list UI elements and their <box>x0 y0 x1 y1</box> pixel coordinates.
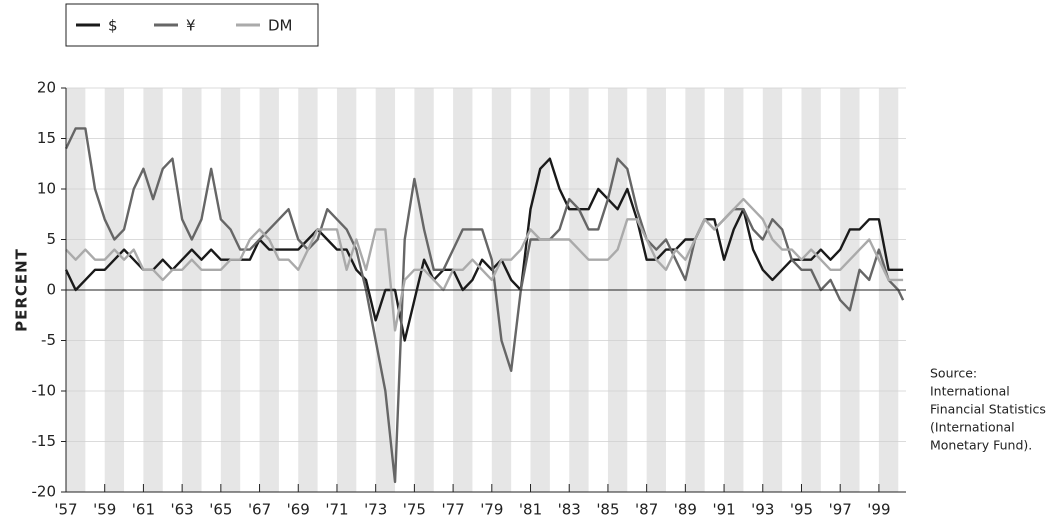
legend-label: DM <box>268 17 293 35</box>
lines <box>64 127 905 484</box>
x-tick-label: '67 <box>248 501 271 519</box>
x-tick-label: '71 <box>325 501 348 519</box>
x-tick-label: '83 <box>558 501 581 519</box>
y-tick-label: -5 <box>41 331 56 349</box>
x-tick-label: '73 <box>364 501 387 519</box>
x-tick-label: '61 <box>132 501 155 519</box>
x-tick-label: '97 <box>829 501 852 519</box>
source-note: International <box>930 384 1010 399</box>
legend-label: $ <box>108 17 118 35</box>
x-tick-label: '77 <box>441 501 464 519</box>
y-tick-label: 10 <box>37 180 56 198</box>
x-tick-label: '57 <box>54 501 77 519</box>
x-tick-label: '95 <box>790 501 813 519</box>
y-tick-label: 5 <box>46 230 56 248</box>
x-tick-label: '65 <box>209 501 232 519</box>
source-note: Source: <box>930 366 977 381</box>
y-tick-label: 15 <box>37 129 56 147</box>
y-tick-label: 0 <box>46 281 56 299</box>
axes: -20 -15 -10 -5 0 5 10 15 20 '57 '59 '61 '63 '65 '67 '69… <box>32 79 906 519</box>
source-note: (International <box>930 420 1015 435</box>
x-tick-label: '87 <box>635 501 658 519</box>
y-tick-label: -10 <box>32 382 57 400</box>
x-tick-label: '69 <box>287 501 310 519</box>
series-line <box>65 197 904 332</box>
x-tick-label: '59 <box>93 501 116 519</box>
x-tick-label: '63 <box>171 501 194 519</box>
x-tick-label: '81 <box>519 501 542 519</box>
x-tick-label: '91 <box>712 501 735 519</box>
x-tick-label: '75 <box>403 501 426 519</box>
series-line <box>64 157 904 342</box>
legend-box <box>65 3 319 47</box>
source-note: Monetary Fund). <box>930 438 1032 453</box>
x-tick-label: '79 <box>480 501 503 519</box>
y-tick-label: 20 <box>37 79 56 97</box>
x-tick-label: '99 <box>867 501 890 519</box>
source-note: Financial Statistics <box>930 402 1046 417</box>
y-axis-label: PERCENT <box>13 248 31 332</box>
x-tick-label: '85 <box>596 501 619 519</box>
legend-label: ¥ <box>186 17 196 35</box>
y-tick-label: -20 <box>32 483 57 501</box>
x-tick-label: '93 <box>751 501 774 519</box>
y-tick-label: -15 <box>32 432 57 450</box>
x-tick-label: '89 <box>674 501 697 519</box>
